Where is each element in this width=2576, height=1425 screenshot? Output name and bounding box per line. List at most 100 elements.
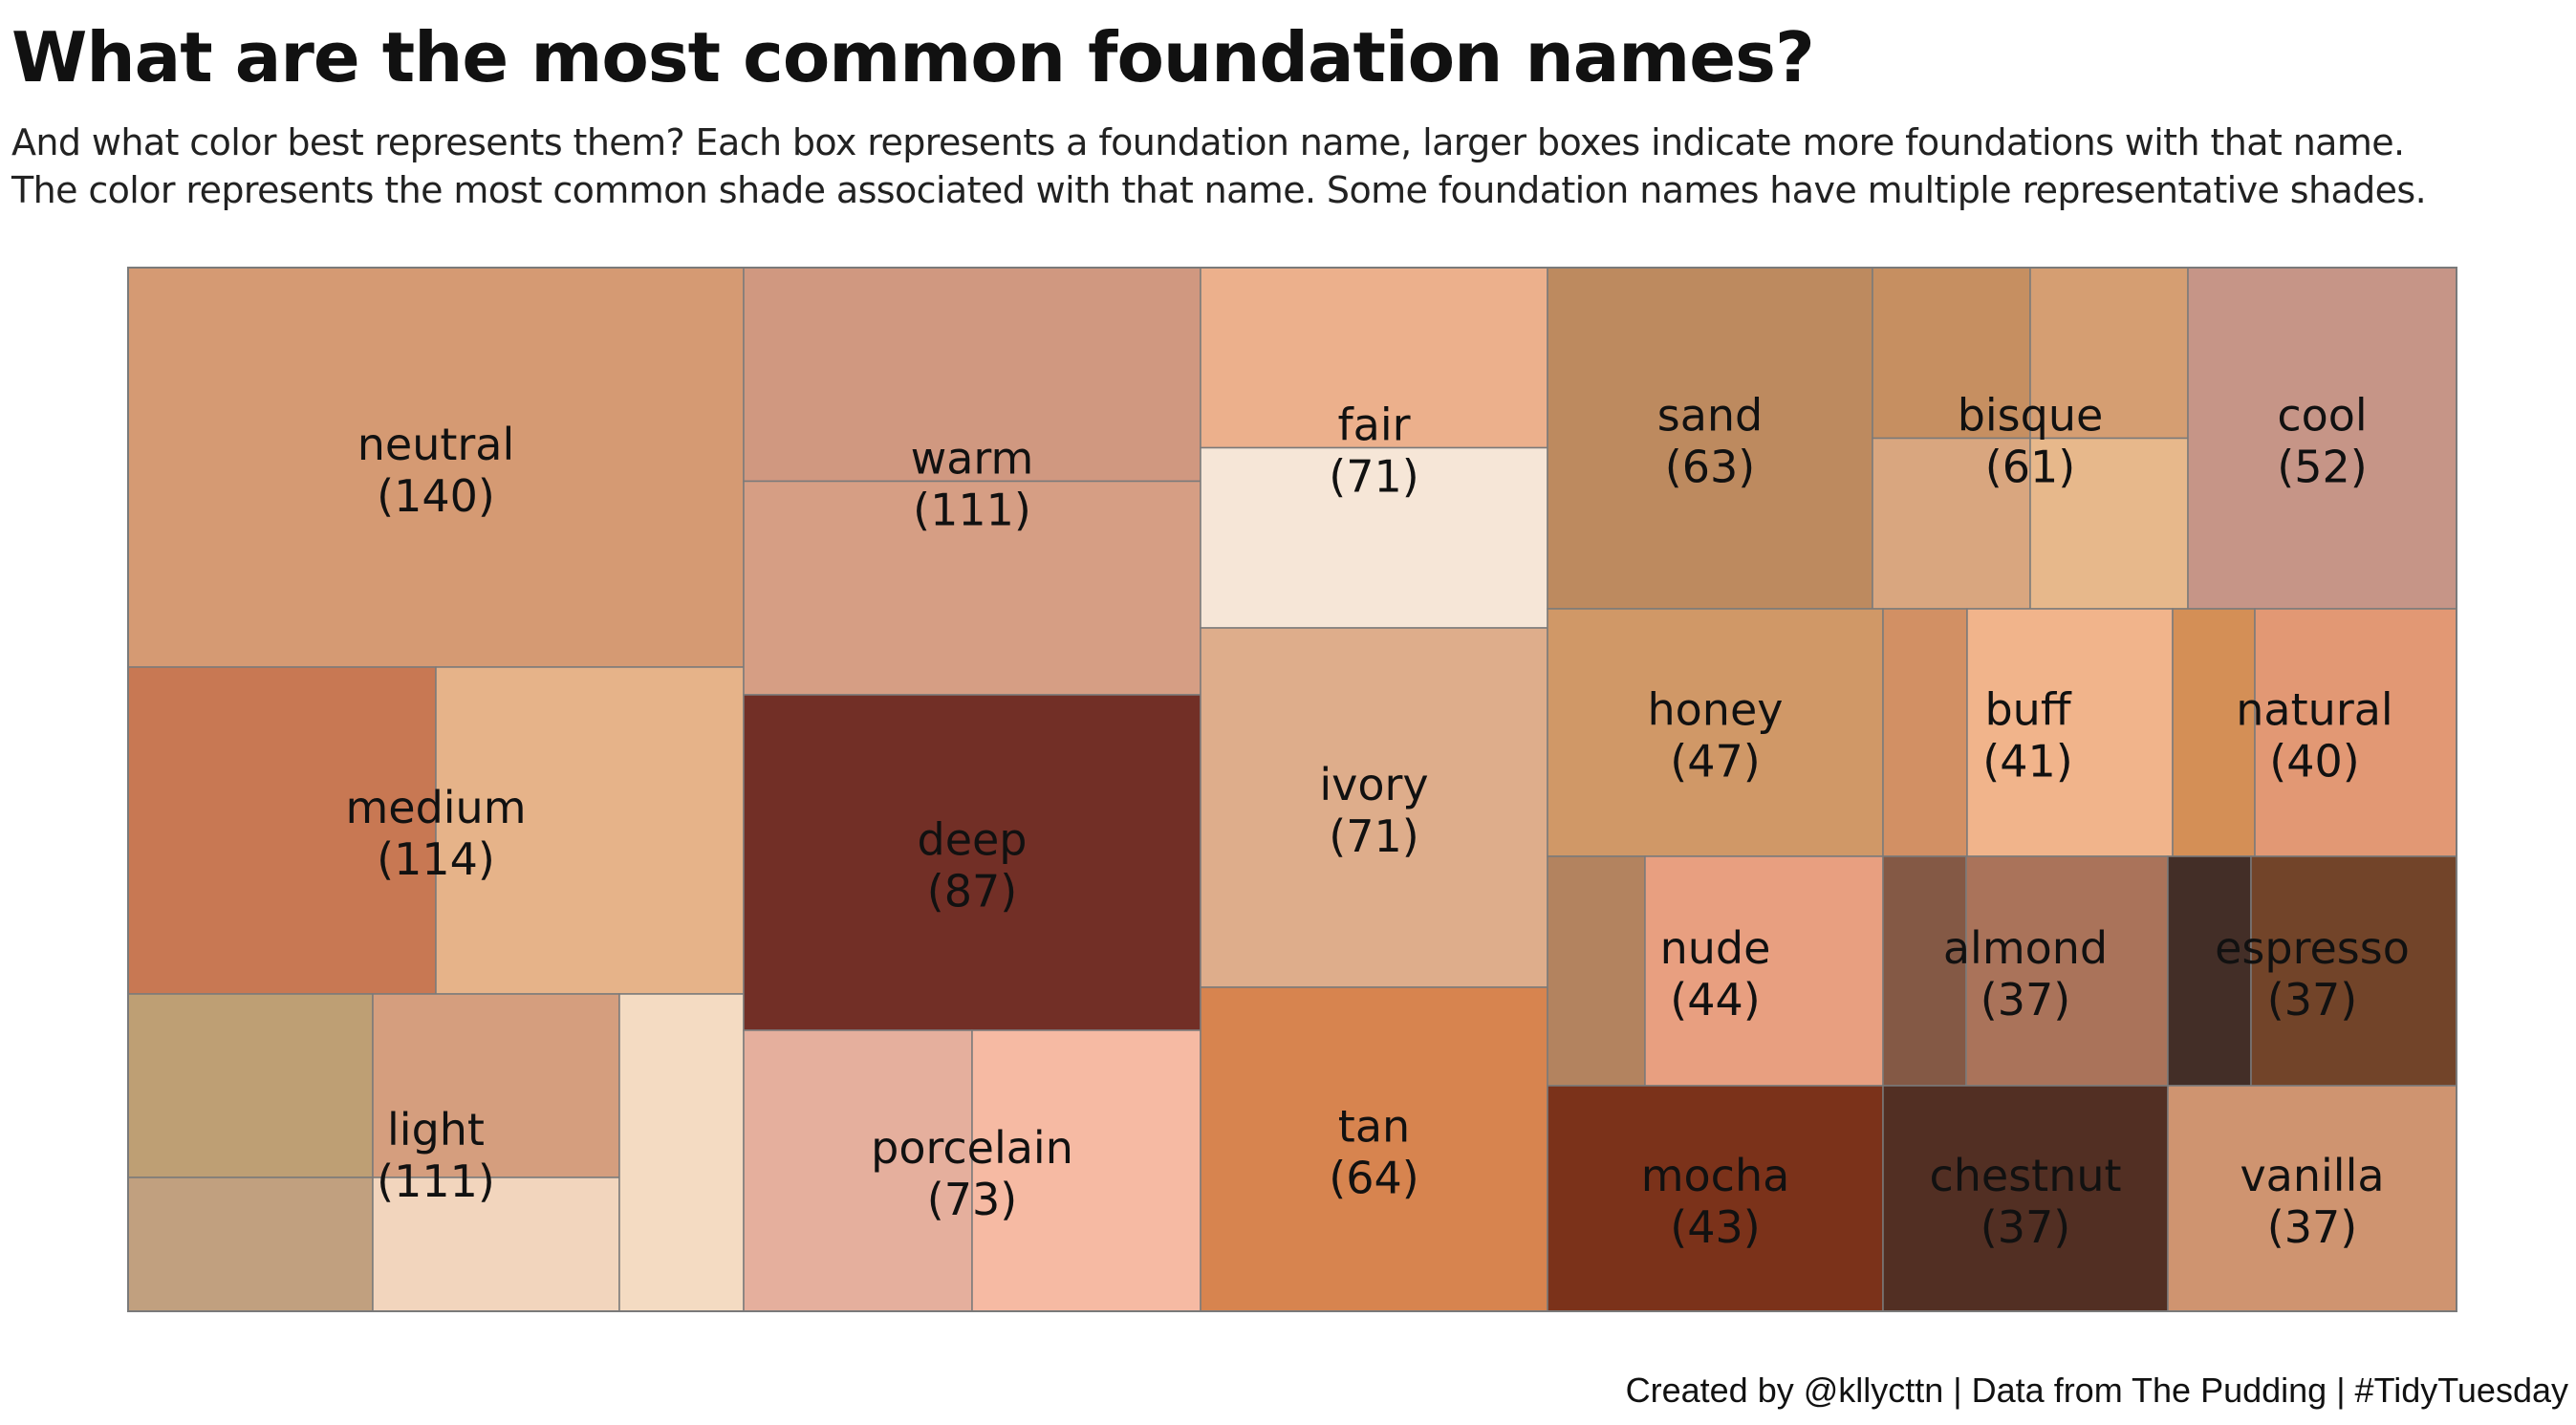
shade-sand-1	[1547, 267, 1873, 610]
shade-natural-2	[2254, 608, 2457, 857]
shade-porcelain-2	[971, 1029, 1201, 1312]
label-count-fair: (71)	[1329, 451, 1418, 503]
shade-espresso-2	[2250, 855, 2457, 1087]
label-name-deep: deep	[918, 814, 1028, 866]
shade-bisque-4	[2029, 437, 2189, 610]
label-name-honey: honey	[1648, 684, 1784, 736]
label-name-sand: sand	[1657, 390, 1764, 442]
shade-porcelain-1	[743, 1029, 973, 1312]
tile-nude: nude(44)	[1547, 855, 1884, 1087]
label-count-warm: (111)	[913, 485, 1031, 536]
tile-vanilla: vanilla(37)	[2167, 1085, 2457, 1312]
shade-natural-1	[2172, 608, 2256, 857]
tile-natural: natural(40)	[2172, 608, 2457, 857]
shade-almond-2	[1965, 855, 2169, 1087]
label-name-vanilla: vanilla	[2240, 1150, 2384, 1201]
tile-fair: fair(71)	[1200, 267, 1548, 629]
label-count-porcelain: (73)	[927, 1174, 1017, 1225]
label-count-deep: (87)	[927, 866, 1017, 918]
tile-chestnut: chestnut(37)	[1882, 1085, 2169, 1312]
shade-vanilla-1	[2167, 1085, 2457, 1312]
label-count-medium: (114)	[377, 833, 495, 885]
label-count-chestnut: (37)	[1981, 1201, 2070, 1253]
shade-light-3	[127, 1177, 374, 1312]
label-name-fair: fair	[1337, 399, 1410, 451]
label-name-neutral: neutral	[357, 419, 515, 470]
tile-deep: deep(87)	[743, 694, 1201, 1031]
label-name-medium: medium	[345, 782, 526, 833]
label-name-tan: tan	[1338, 1101, 1410, 1153]
label-name-buff: buff	[1984, 684, 2071, 736]
shade-warm-2	[743, 480, 1201, 696]
label-count-mocha: (43)	[1670, 1201, 1760, 1253]
label-name-espresso: espresso	[2215, 922, 2410, 974]
shade-bisque-1	[1872, 267, 2031, 440]
tile-buff: buff(41)	[1882, 608, 2174, 857]
label-name-ivory: ivory	[1319, 759, 1428, 810]
shade-tan-1	[1200, 986, 1548, 1312]
label-name-chestnut: chestnut	[1929, 1150, 2121, 1201]
shade-medium-1	[127, 666, 437, 995]
label-name-mocha: mocha	[1641, 1150, 1790, 1201]
tile-medium: medium(114)	[127, 666, 745, 995]
tile-ivory: ivory(71)	[1200, 627, 1548, 988]
label-name-nude: nude	[1660, 922, 1771, 974]
shade-light-5	[618, 993, 745, 1312]
shade-buff-2	[1966, 608, 2174, 857]
chart-title: What are the most common foundation name…	[11, 17, 1815, 97]
tile-light: light(111)	[127, 993, 745, 1312]
shade-ivory-1	[1200, 627, 1548, 988]
shade-buff-1	[1882, 608, 1968, 857]
chart-subtitle: And what color best represents them? Eac…	[11, 119, 2427, 214]
shade-nude-2	[1644, 855, 1884, 1087]
shade-bisque-2	[2029, 267, 2189, 440]
tile-bisque: bisque(61)	[1872, 267, 2189, 610]
label-count-tan: (64)	[1329, 1153, 1418, 1204]
label-name-porcelain: porcelain	[871, 1122, 1073, 1174]
shade-chestnut-1	[1882, 1085, 2169, 1312]
label-count-buff: (41)	[1982, 736, 2072, 788]
tile-cool: cool(52)	[2187, 267, 2457, 610]
label-count-vanilla: (37)	[2267, 1201, 2357, 1253]
label-count-almond: (37)	[1981, 974, 2070, 1026]
label-count-cool: (52)	[2277, 442, 2367, 493]
tile-tan: tan(64)	[1200, 986, 1548, 1312]
tile-porcelain: porcelain(73)	[743, 1029, 1201, 1312]
shade-fair-1	[1200, 267, 1548, 449]
tile-almond: almond(37)	[1882, 855, 2169, 1087]
subtitle-line-2: The color represents the most common sha…	[11, 169, 2427, 211]
label-name-light: light	[387, 1104, 485, 1155]
treemap-frame	[127, 267, 2457, 1312]
label-count-espresso: (37)	[2267, 974, 2357, 1026]
shade-almond-1	[1882, 855, 1967, 1087]
label-name-natural: natural	[2236, 684, 2392, 736]
label-count-natural: (40)	[2269, 736, 2359, 788]
label-count-light: (111)	[377, 1155, 495, 1207]
label-name-warm: warm	[911, 433, 1034, 485]
shade-honey-1	[1547, 608, 1884, 857]
chart-caption: Created by @kllycttn | Data from The Pud…	[1625, 1371, 2568, 1410]
label-name-bisque: bisque	[1958, 390, 2104, 442]
shade-espresso-1	[2167, 855, 2252, 1087]
tile-sand: sand(63)	[1547, 267, 1873, 610]
label-name-cool: cool	[2277, 390, 2367, 442]
label-count-nude: (44)	[1670, 974, 1760, 1026]
shade-bisque-3	[1872, 437, 2031, 610]
label-count-neutral: (140)	[377, 470, 495, 522]
tile-espresso: espresso(37)	[2167, 855, 2457, 1087]
tile-neutral: neutral(140)	[127, 267, 745, 668]
shade-nude-1	[1547, 855, 1646, 1087]
label-count-sand: (63)	[1665, 442, 1755, 493]
subtitle-line-1: And what color best represents them? Eac…	[11, 121, 2405, 163]
label-name-almond: almond	[1943, 922, 2108, 974]
shade-deep-1	[743, 694, 1201, 1031]
shade-warm-1	[743, 267, 1201, 483]
label-count-ivory: (71)	[1329, 810, 1418, 862]
tile-honey: honey(47)	[1547, 608, 1884, 857]
label-count-bisque: (61)	[1985, 442, 2075, 493]
label-count-honey: (47)	[1670, 736, 1760, 788]
tile-warm: warm(111)	[743, 267, 1201, 696]
shade-mocha-1	[1547, 1085, 1884, 1312]
shade-light-1	[127, 993, 374, 1178]
